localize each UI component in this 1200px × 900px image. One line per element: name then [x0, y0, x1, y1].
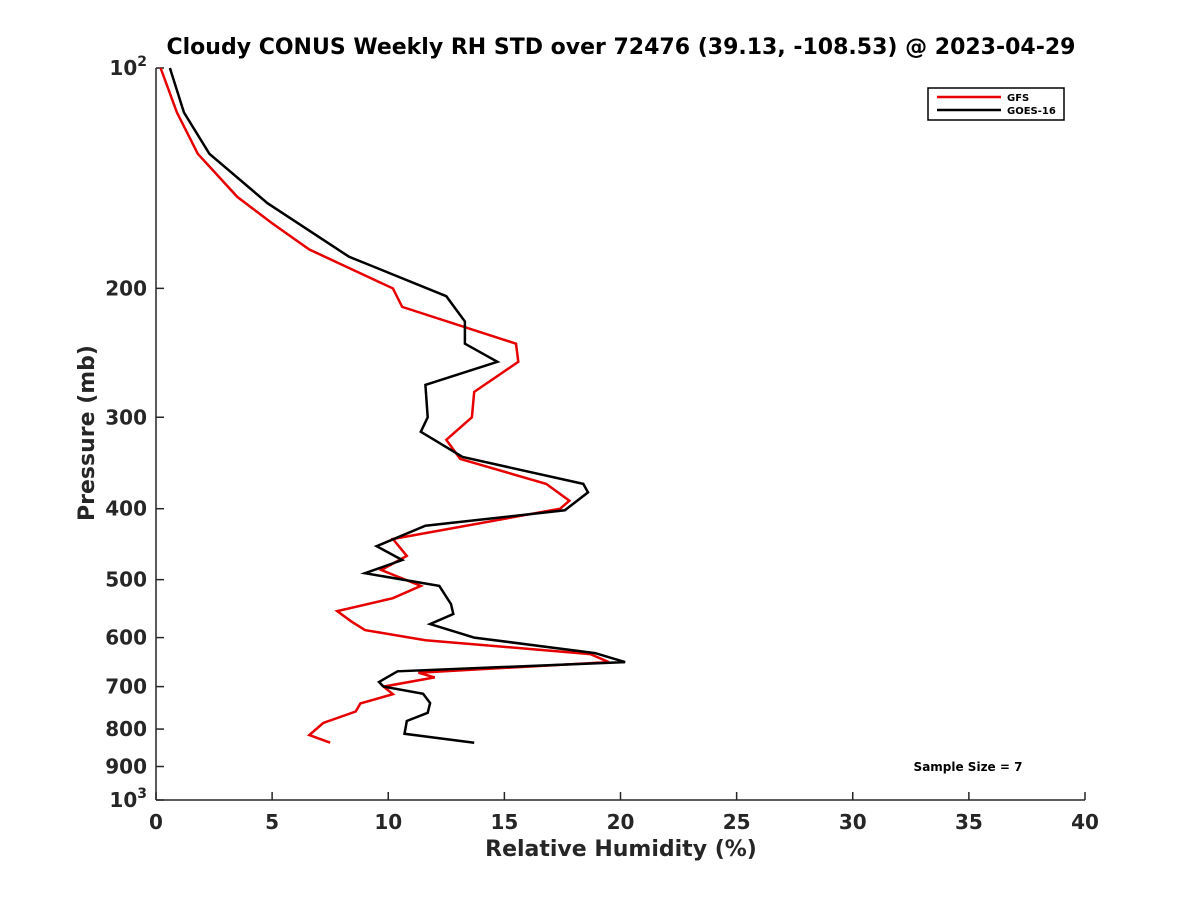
- legend-label-gfs: GFS: [1007, 93, 1029, 104]
- x-tick-label: 30: [839, 810, 867, 834]
- x-tick-label: 20: [607, 810, 635, 834]
- y-tick-label: 500: [105, 568, 147, 592]
- y-tick-label: 400: [105, 497, 147, 521]
- y-tick-label: 103: [109, 786, 147, 812]
- plot-area: 0 5 10 15 20 25 30 35 40 102 200 300 400 500 600 700 800…: [105, 54, 1099, 834]
- y-tick-label: 200: [105, 276, 147, 300]
- legend-box: [927, 87, 1065, 121]
- legend-label-goes16: GOES-16: [1007, 106, 1056, 117]
- sample-size-annotation: Sample Size = 7: [914, 760, 1023, 774]
- legend: GFS GOES-16: [927, 87, 1065, 121]
- x-tick-label: 0: [149, 810, 163, 834]
- x-tick-label: 35: [955, 810, 983, 834]
- y-axis-label: Pressure (mb): [75, 345, 100, 521]
- x-tick-label: 25: [723, 810, 751, 834]
- y-tick-label: 800: [105, 717, 147, 741]
- x-tick-label: 10: [374, 810, 402, 834]
- x-tick-label: 40: [1071, 810, 1099, 834]
- x-tick-label: 5: [265, 810, 279, 834]
- y-tick-label: 900: [105, 755, 147, 779]
- y-tick-label: 700: [105, 675, 147, 699]
- chart-title: Cloudy CONUS Weekly RH STD over 72476 (3…: [167, 35, 1076, 60]
- y-tick-label: 600: [105, 626, 147, 650]
- y-tick-label: 102: [109, 54, 147, 80]
- y-tick-label: 300: [105, 405, 147, 429]
- series-line-goes16: [168, 67, 626, 744]
- x-axis-label: Relative Humidity (%): [485, 837, 757, 862]
- x-tick-label: 15: [490, 810, 518, 834]
